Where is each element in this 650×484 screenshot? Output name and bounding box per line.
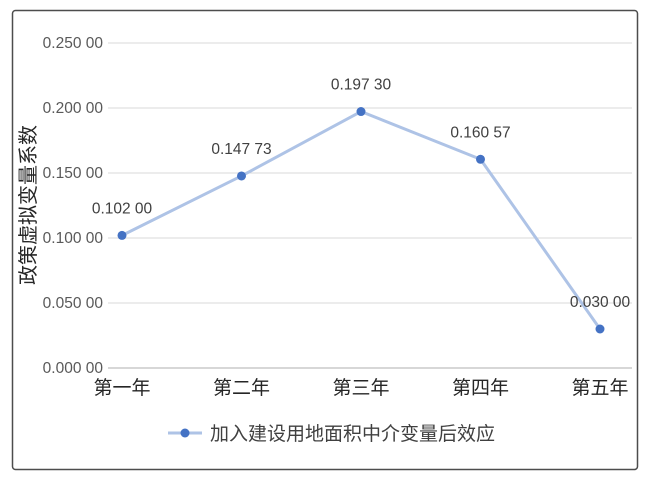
y-tick-label: 0.050 00 xyxy=(43,295,104,312)
x-category-label: 第一年 xyxy=(93,377,150,399)
gridlines xyxy=(108,42,632,369)
data-point-marker xyxy=(595,324,605,334)
series-line-group: 0.102 00 0.147 73 0.197 30 0.160 57 0.030 00 xyxy=(92,77,631,334)
y-tick-label: 0.000 00 xyxy=(43,360,104,377)
y-tick-label: 0.100 00 xyxy=(43,230,104,247)
legend: 加入建设用地面积中介变量后效应 xyxy=(168,423,495,445)
x-category-label: 第五年 xyxy=(571,377,628,399)
data-point-marker xyxy=(117,230,127,240)
x-category-label: 第四年 xyxy=(452,377,509,399)
legend-marker-swatch xyxy=(180,428,190,438)
data-label: 0.147 73 xyxy=(211,141,271,158)
y-tick-label: 0.200 00 xyxy=(43,100,104,117)
data-point-marker xyxy=(356,107,366,117)
x-axis-categories: 第一年 第二年 第三年 第四年 第五年 xyxy=(93,377,628,399)
y-axis-label: 政策虚拟变量系数 xyxy=(17,125,40,285)
data-label: 0.030 00 xyxy=(570,294,631,311)
data-label: 0.160 57 xyxy=(450,124,510,141)
y-tick-label: 0.250 00 xyxy=(43,35,104,52)
data-point-marker xyxy=(237,171,246,181)
y-tick-label: 0.150 00 xyxy=(43,165,104,182)
legend-label: 加入建设用地面积中介变量后效应 xyxy=(210,423,495,445)
chart-frame xyxy=(11,9,639,471)
data-point-marker xyxy=(476,154,485,164)
data-label: 0.197 30 xyxy=(331,77,392,94)
data-label: 0.102 00 xyxy=(92,200,153,217)
x-category-label: 第三年 xyxy=(332,377,389,399)
y-axis-ticks: 0.000 00 0.050 00 0.100 00 0.150 00 0.200 00… xyxy=(43,35,104,377)
x-category-label: 第二年 xyxy=(213,377,270,399)
